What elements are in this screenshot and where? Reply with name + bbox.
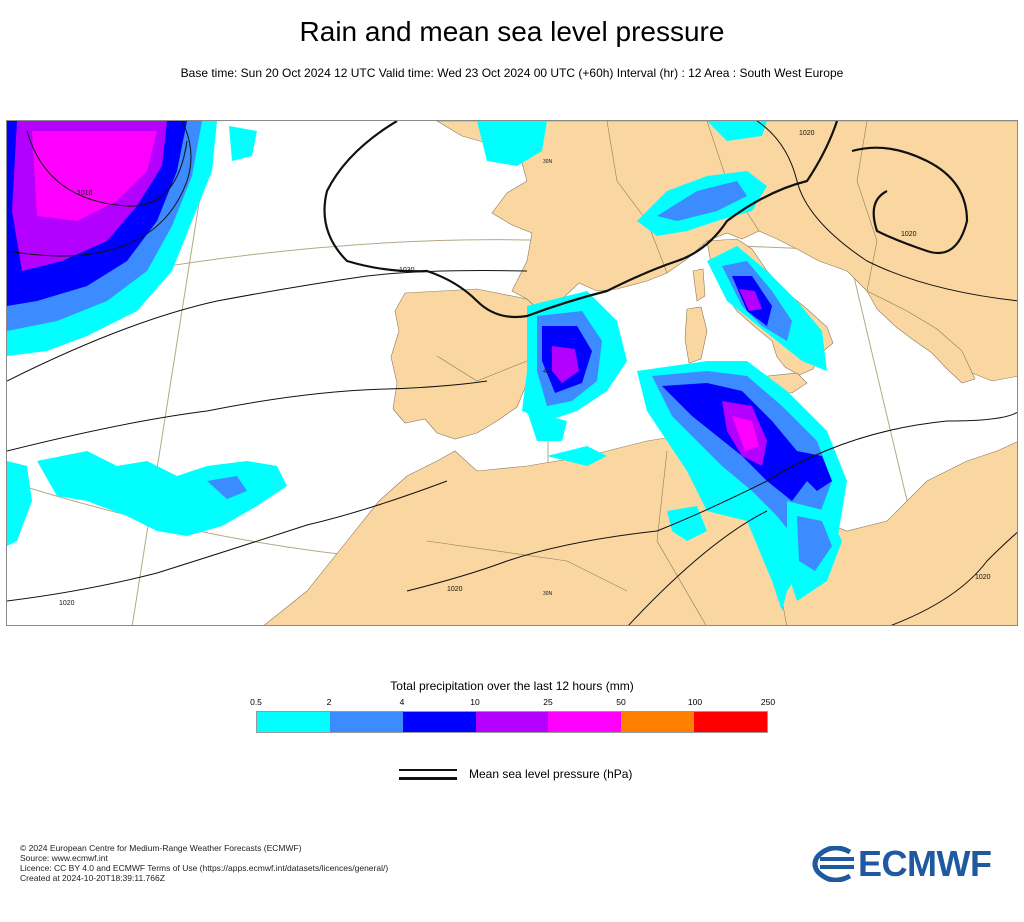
scale-label: 0.5 bbox=[250, 697, 262, 707]
weather-map: 1010 1030 1020 1020 1020 1020 1020 30N 4… bbox=[6, 120, 1018, 626]
scale-label: 4 bbox=[399, 697, 405, 707]
precipitation-scale-bar bbox=[256, 711, 768, 733]
corsica bbox=[692, 268, 706, 302]
ecmwf-logo: ECMWF bbox=[812, 843, 1007, 884]
scale-label: 100 bbox=[687, 697, 703, 707]
scale-label: 250 bbox=[760, 697, 776, 707]
isobar-label: 1020 bbox=[447, 586, 463, 593]
isobar-label: 1010 bbox=[77, 190, 93, 197]
isobar-1020 bbox=[323, 121, 969, 319]
isobar-label: 1030 bbox=[399, 267, 415, 274]
scale-swatch bbox=[257, 712, 330, 732]
scale-swatch bbox=[475, 712, 549, 732]
credit-line: Source: www.ecmwf.int bbox=[20, 853, 108, 863]
credit-line: Licence: CC BY 4.0 and ECMWF Terms of Us… bbox=[20, 863, 389, 873]
ecmwf-logo-icon bbox=[812, 845, 854, 883]
mslp-line-thin bbox=[399, 769, 457, 771]
map-canvas: 1010 1030 1020 1020 1020 1020 1020 30N 4… bbox=[7, 121, 1017, 625]
scale-swatch bbox=[548, 712, 622, 732]
scale-label: 50 bbox=[616, 697, 626, 707]
isobar-label: 1020 bbox=[799, 130, 815, 137]
mslp-legend: Mean sea level pressure (hPa) bbox=[399, 766, 659, 784]
precipitation bbox=[7, 121, 847, 611]
isobar-label: 1020 bbox=[59, 600, 75, 607]
latitude-label: 30N bbox=[543, 159, 553, 165]
ecmwf-logo-text: ECMWF bbox=[858, 843, 992, 884]
scale-label: 10 bbox=[470, 697, 480, 707]
scale-label: 2 bbox=[326, 697, 332, 707]
north-africa bbox=[264, 432, 1017, 625]
latitude-label: 40N bbox=[543, 369, 553, 375]
sardinia bbox=[684, 306, 708, 364]
credit-line: © 2024 European Centre for Medium-Range … bbox=[20, 843, 302, 853]
balkans bbox=[866, 290, 976, 384]
mslp-line-thick bbox=[399, 777, 457, 780]
scale-labels: 0.5 2 4 10 25 50 100 250 bbox=[250, 697, 775, 709]
scale-swatch bbox=[694, 712, 768, 732]
mslp-label: Mean sea level pressure (hPa) bbox=[469, 767, 633, 781]
isobars bbox=[7, 121, 1017, 625]
chart-subtitle: Base time: Sun 20 Oct 2024 12 UTC Valid … bbox=[180, 66, 844, 80]
credits: © 2024 European Centre for Medium-Range … bbox=[20, 843, 388, 883]
isobar-label: 1020 bbox=[975, 574, 991, 581]
isobar-label: 1020 bbox=[901, 231, 917, 238]
legend-title: Total precipitation over the last 12 hou… bbox=[390, 679, 634, 693]
scale-label: 25 bbox=[543, 697, 553, 707]
scale-swatch bbox=[329, 712, 403, 732]
latitude-label: 30N bbox=[543, 591, 553, 597]
chart-title: Rain and mean sea level pressure bbox=[299, 16, 725, 47]
scale-swatch bbox=[402, 712, 476, 732]
scale-swatch bbox=[621, 712, 695, 732]
credit-line: Created at 2024-10-20T18:39:11.766Z bbox=[20, 873, 165, 883]
